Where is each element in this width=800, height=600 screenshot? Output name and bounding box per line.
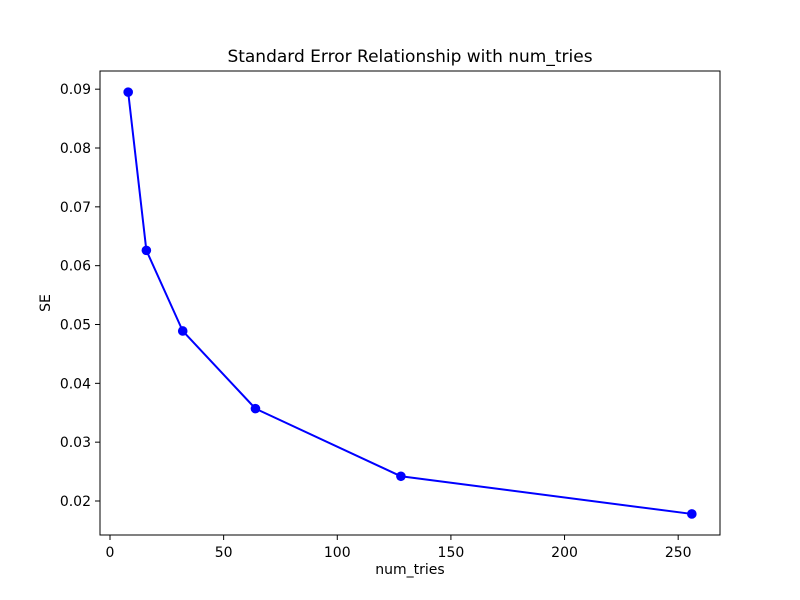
data-point: [177, 326, 188, 336]
plot-area: 0 50 100 150 200 250 0.02 0.03 0.04 0.05 0.06 0.07 0…: [60, 70, 721, 561]
x-tick-label: 150: [438, 545, 465, 561]
y-tick-label: 0.05: [60, 318, 91, 334]
x-tick-label: 250: [665, 545, 692, 561]
y-tick-label: 0.06: [60, 259, 91, 275]
data-point: [250, 403, 261, 414]
series-line: [127, 91, 693, 515]
x-tick-label: 100: [324, 545, 351, 561]
y-tick-label: 0.08: [60, 141, 91, 157]
data-point: [396, 471, 406, 482]
x-axis-label: num_tries: [375, 562, 444, 578]
y-tick-label: 0.03: [60, 435, 91, 451]
y-tick-label: 0.02: [60, 494, 91, 510]
y-tick-label: 0.09: [60, 82, 91, 98]
x-tick-label: 0: [106, 545, 115, 561]
y-tick-label: 0.04: [60, 376, 91, 392]
axes-spines: [99, 70, 721, 536]
data-point: [687, 509, 697, 519]
data-point: [141, 245, 152, 256]
x-tick-label: 200: [551, 545, 578, 561]
chart-title: Standard Error Relationship with num_tri…: [227, 47, 592, 67]
x-tick-label: 50: [215, 545, 233, 561]
data-point: [123, 87, 133, 97]
y-axis-label: SE: [38, 294, 54, 312]
y-tick-label: 0.07: [60, 200, 91, 216]
